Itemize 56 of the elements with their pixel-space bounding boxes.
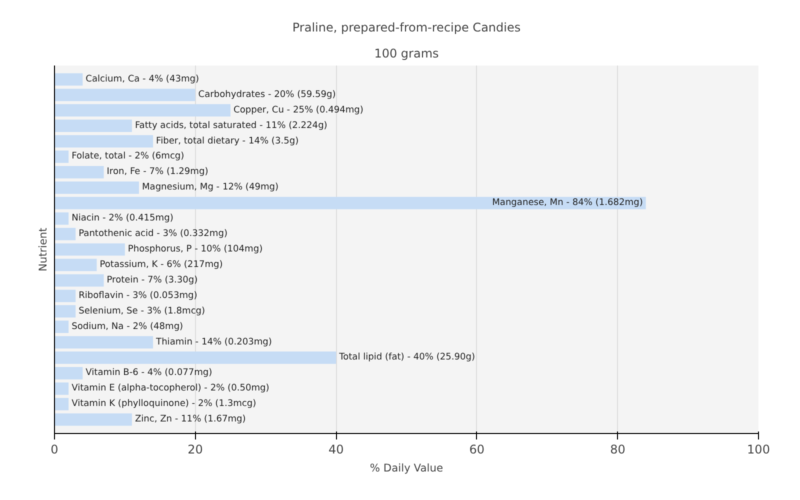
x-tick-label: 40 (328, 442, 344, 456)
y-tick-label: Sodium, Na - 2% (48mg) (72, 322, 184, 332)
y-tick-label: Iron, Fe - 7% (1.29mg) (106, 167, 208, 178)
y-tick-label: Potassium, K - 6% (217mg) (100, 260, 223, 270)
bar (54, 243, 125, 256)
y-tick-label: Fatty acids, total saturated - 11% (2.224g) (134, 120, 328, 131)
bar (54, 413, 132, 426)
x-tick-label: 0 (50, 442, 58, 456)
x-tick-label: 20 (188, 442, 203, 456)
bar (54, 274, 104, 287)
x-tick-label: 80 (610, 442, 626, 456)
y-tick-label: Selenium, Se - 3% (1.8mcg) (78, 306, 206, 316)
y-tick-label: Calcium, Ca - 4% (43mg) (86, 74, 200, 84)
bar (54, 258, 97, 272)
y-tick-label: Zinc, Zn - 11% (1.67mg) (134, 414, 246, 425)
y-tick-label: Magnesium, Mg - 12% (49mg) (142, 182, 279, 193)
y-tick-label: Riboflavin - 3% (0.053mg) (78, 290, 198, 301)
bar (54, 320, 69, 333)
bar (54, 352, 336, 364)
y-tick-label: Niacin - 2% (0.415mg) (72, 214, 174, 224)
bar (54, 120, 132, 132)
y-tick-label: Vitamin B-6 - 4% (0.077mg) (86, 368, 212, 378)
y-tick-label: Vitamin E (alpha-tocopherol) - 2% (0.50mg) (72, 384, 270, 394)
x-tick-label: 60 (469, 442, 485, 456)
y-tick-label: Folate, total - 2% (6mcg) (72, 152, 184, 162)
y-tick-label: Fiber, total dietary - 14% (3.5g) (156, 136, 299, 146)
y-axis-title: Nutrient (36, 228, 50, 272)
bar (54, 166, 104, 178)
y-tick-label: Protein - 7% (3.30g) (106, 275, 198, 286)
y-tick-label: Manganese, Mn - 84% (1.682mg) (492, 198, 643, 208)
bar (54, 382, 69, 395)
y-tick-label: Carbohydrates - 20% (59.59g) (198, 90, 336, 100)
bar (54, 367, 83, 380)
bar (54, 104, 230, 117)
y-tick-label: Pantothenic acid - 3% (0.332mg) (78, 229, 228, 240)
chart-title: Praline, prepared-from-recipe Candies (292, 20, 521, 34)
bar (54, 336, 154, 348)
bar (54, 181, 139, 194)
y-tick-label: Vitamin K (phylloquinone) - 2% (1.3mcg) (72, 399, 256, 410)
bar (54, 73, 83, 86)
y-tick-label: Phosphorus, P - 10% (104mg) (128, 244, 263, 254)
bar (54, 88, 196, 102)
bar (54, 398, 69, 410)
x-tick-label: 100 (747, 442, 770, 456)
bar (54, 290, 76, 302)
bar (54, 212, 69, 225)
bar (54, 135, 154, 148)
bar (54, 150, 69, 163)
y-tick-label: Thiamin - 14% (0.203mg) (155, 337, 272, 348)
chart-subtitle: 100 grams (374, 46, 439, 60)
x-axis-title: % Daily Value (370, 462, 444, 474)
bar (54, 228, 76, 240)
bar (54, 196, 646, 210)
bar (54, 305, 76, 318)
y-tick-label: Total lipid (fat) - 40% (25.90g) (338, 352, 476, 363)
y-tick-label: Copper, Cu - 25% (0.494mg) (234, 105, 364, 116)
